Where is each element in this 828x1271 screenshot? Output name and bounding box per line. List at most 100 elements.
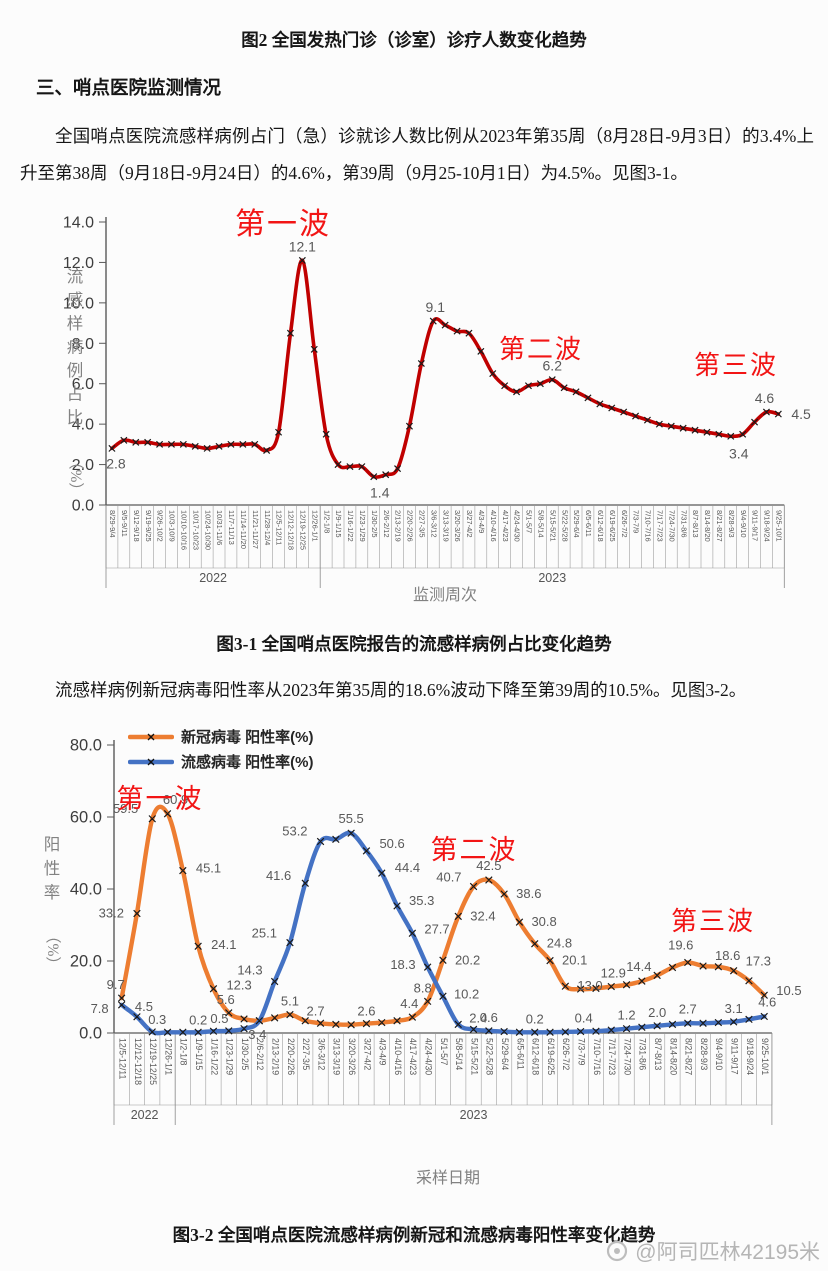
svg-text:9/25-10/1: 9/25-10/1 [760, 1038, 770, 1075]
svg-text:4/10-4/16: 4/10-4/16 [393, 1038, 403, 1075]
svg-text:2022: 2022 [131, 1108, 159, 1122]
svg-text:45.1: 45.1 [196, 861, 221, 876]
svg-text:6/5-6/11: 6/5-6/11 [584, 510, 593, 537]
svg-text:第三波: 第三波 [671, 907, 755, 936]
svg-text:3/20-3/26: 3/20-3/26 [347, 1038, 357, 1075]
svg-text:12/26-1/1: 12/26-1/1 [163, 1038, 173, 1075]
svg-text:性: 性 [44, 859, 61, 878]
svg-text:7/17-7/23: 7/17-7/23 [607, 1038, 617, 1075]
svg-text:3/13-3/19: 3/13-3/19 [332, 1038, 342, 1075]
svg-text:5/22-5/28: 5/22-5/28 [560, 510, 569, 542]
svg-text:感: 感 [67, 291, 84, 310]
legend-label-flu: 流感病毒 阳性率(%) [181, 754, 314, 771]
svg-text:11/21-11/27: 11/21-11/27 [251, 510, 260, 549]
svg-text:14.0: 14.0 [63, 215, 94, 232]
svg-text:3/13-3/19: 3/13-3/19 [441, 510, 450, 542]
svg-text:20.2: 20.2 [455, 952, 480, 967]
svg-text:第一波: 第一波 [117, 784, 204, 814]
chart-3-2-legend: 新冠病毒 阳性率(%) 流感病毒 阳性率(%) [128, 726, 314, 772]
svg-text:2022: 2022 [199, 571, 227, 585]
svg-text:0.6: 0.6 [480, 1010, 498, 1025]
svg-text:11/14-11/20: 11/14-11/20 [239, 510, 248, 549]
svg-text:59.5: 59.5 [113, 801, 138, 816]
svg-text:9.1: 9.1 [426, 299, 446, 315]
svg-text:1/9-1/15: 1/9-1/15 [334, 510, 343, 538]
svg-text:1/16-1/22: 1/16-1/22 [209, 1038, 219, 1075]
svg-text:8.0: 8.0 [72, 336, 94, 353]
svg-text:2.0: 2.0 [72, 457, 94, 474]
svg-text:0.3: 0.3 [148, 1012, 166, 1027]
svg-text:9/12-9/18: 9/12-9/18 [132, 510, 141, 542]
svg-text:阳: 阳 [44, 835, 61, 854]
svg-text:9.7: 9.7 [107, 977, 125, 992]
svg-text:10/17-10/23: 10/17-10/23 [191, 510, 200, 550]
svg-text:流: 流 [67, 267, 84, 286]
svg-text:5/1-5/7: 5/1-5/7 [525, 510, 534, 533]
svg-text:4.4: 4.4 [400, 996, 418, 1011]
svg-text:10.2: 10.2 [454, 986, 479, 1001]
svg-text:7/3-7/9: 7/3-7/9 [576, 1038, 586, 1065]
svg-text:7/31-8/6: 7/31-8/6 [638, 1038, 648, 1070]
svg-text:第二波: 第二波 [499, 335, 583, 364]
svg-text:2.6: 2.6 [357, 1004, 375, 1019]
svg-text:5/29-6/4: 5/29-6/4 [500, 1038, 510, 1070]
svg-text:4.0: 4.0 [72, 417, 94, 434]
svg-text:24.1: 24.1 [211, 937, 236, 952]
svg-text:1.4: 1.4 [370, 485, 390, 501]
svg-text:55.5: 55.5 [338, 811, 363, 826]
svg-text:3.4: 3.4 [729, 445, 749, 461]
svg-text:9/11-9/17: 9/11-9/17 [729, 1038, 739, 1075]
legend-label-covid: 新冠病毒 阳性率(%) [181, 729, 314, 746]
svg-text:7/10-7/16: 7/10-7/16 [592, 1038, 602, 1075]
svg-text:24.8: 24.8 [547, 936, 572, 951]
svg-text:1/2-1/8: 1/2-1/8 [322, 510, 331, 533]
svg-text:监测周次: 监测周次 [413, 586, 477, 604]
svg-text:12.9: 12.9 [601, 966, 626, 981]
svg-text:0.2: 0.2 [526, 1011, 544, 1026]
svg-text:9/11-9/17: 9/11-9/17 [751, 510, 760, 541]
svg-text:14.3: 14.3 [237, 963, 262, 978]
svg-text:1/30-2/5: 1/30-2/5 [370, 510, 379, 538]
svg-text:8/28-9/3: 8/28-9/3 [727, 510, 736, 538]
chart-3-2-canvas: 0.0 20.0 40.0 60.0 80.0 12/5-12/11 12/12-12/18… [44, 737, 802, 1188]
svg-text:9/4-9/10: 9/4-9/10 [714, 1038, 724, 1070]
svg-text:1/9-1/15: 1/9-1/15 [194, 1038, 204, 1070]
svg-text:2023: 2023 [460, 1108, 488, 1122]
svg-text:13.0: 13.0 [577, 978, 602, 993]
figure2-caption: 图2 全国发热门诊（诊室）诊疗人数变化趋势 [241, 30, 587, 50]
svg-text:18.6: 18.6 [715, 948, 740, 963]
svg-text:12.0: 12.0 [63, 255, 94, 272]
svg-text:12/12-12/18: 12/12-12/18 [133, 1038, 143, 1085]
paragraph-ili-ratio: 全国哨点医院流感样病例占门（急）诊就诊人数比例从2023年第35周（8月28日-… [20, 126, 814, 183]
svg-text:0.0: 0.0 [72, 498, 94, 515]
svg-text:2/20-2/26: 2/20-2/26 [286, 1038, 296, 1075]
svg-text:2/13-2/19: 2/13-2/19 [394, 510, 403, 542]
legend-item-flu: 流感病毒 阳性率(%) [128, 751, 314, 772]
svg-text:8.8: 8.8 [414, 980, 432, 995]
svg-text:病: 病 [67, 338, 84, 357]
svg-text:32.4: 32.4 [470, 908, 495, 923]
watermark-logo-icon [607, 1240, 628, 1262]
svg-text:1/2-1/8: 1/2-1/8 [179, 1038, 189, 1065]
svg-text:5/8-5/14: 5/8-5/14 [536, 510, 545, 538]
svg-text:比: 比 [67, 408, 84, 427]
chart-3-2: 0.0 20.0 40.0 60.0 80.0 12/5-12/11 12/12-12/18… [0, 720, 828, 1200]
svg-text:8/28-9/3: 8/28-9/3 [699, 1038, 709, 1070]
svg-text:9/25-10/1: 9/25-10/1 [774, 510, 783, 542]
svg-text:8/7-8/13: 8/7-8/13 [653, 1038, 663, 1070]
svg-text:10/3-10/9: 10/3-10/9 [168, 510, 177, 542]
svg-text:1/23-1/29: 1/23-1/29 [358, 510, 367, 542]
svg-text:5/15-5/21: 5/15-5/21 [469, 1038, 479, 1075]
svg-text:4.5: 4.5 [135, 999, 153, 1014]
svg-text:41.6: 41.6 [266, 868, 291, 883]
watermark-text: @阿司匹林42195米 [635, 1241, 820, 1264]
svg-text:12.3: 12.3 [226, 978, 251, 993]
svg-text:7/10-7/16: 7/10-7/16 [644, 510, 653, 542]
svg-text:0.0: 0.0 [79, 1025, 102, 1043]
svg-text:42.5: 42.5 [476, 858, 501, 873]
svg-text:19.6: 19.6 [668, 937, 693, 952]
svg-text:5/8-5/14: 5/8-5/14 [454, 1038, 464, 1070]
svg-text:6.0: 6.0 [72, 376, 94, 393]
covid-line-sample-icon [128, 733, 174, 740]
svg-text:18.3: 18.3 [390, 957, 415, 972]
